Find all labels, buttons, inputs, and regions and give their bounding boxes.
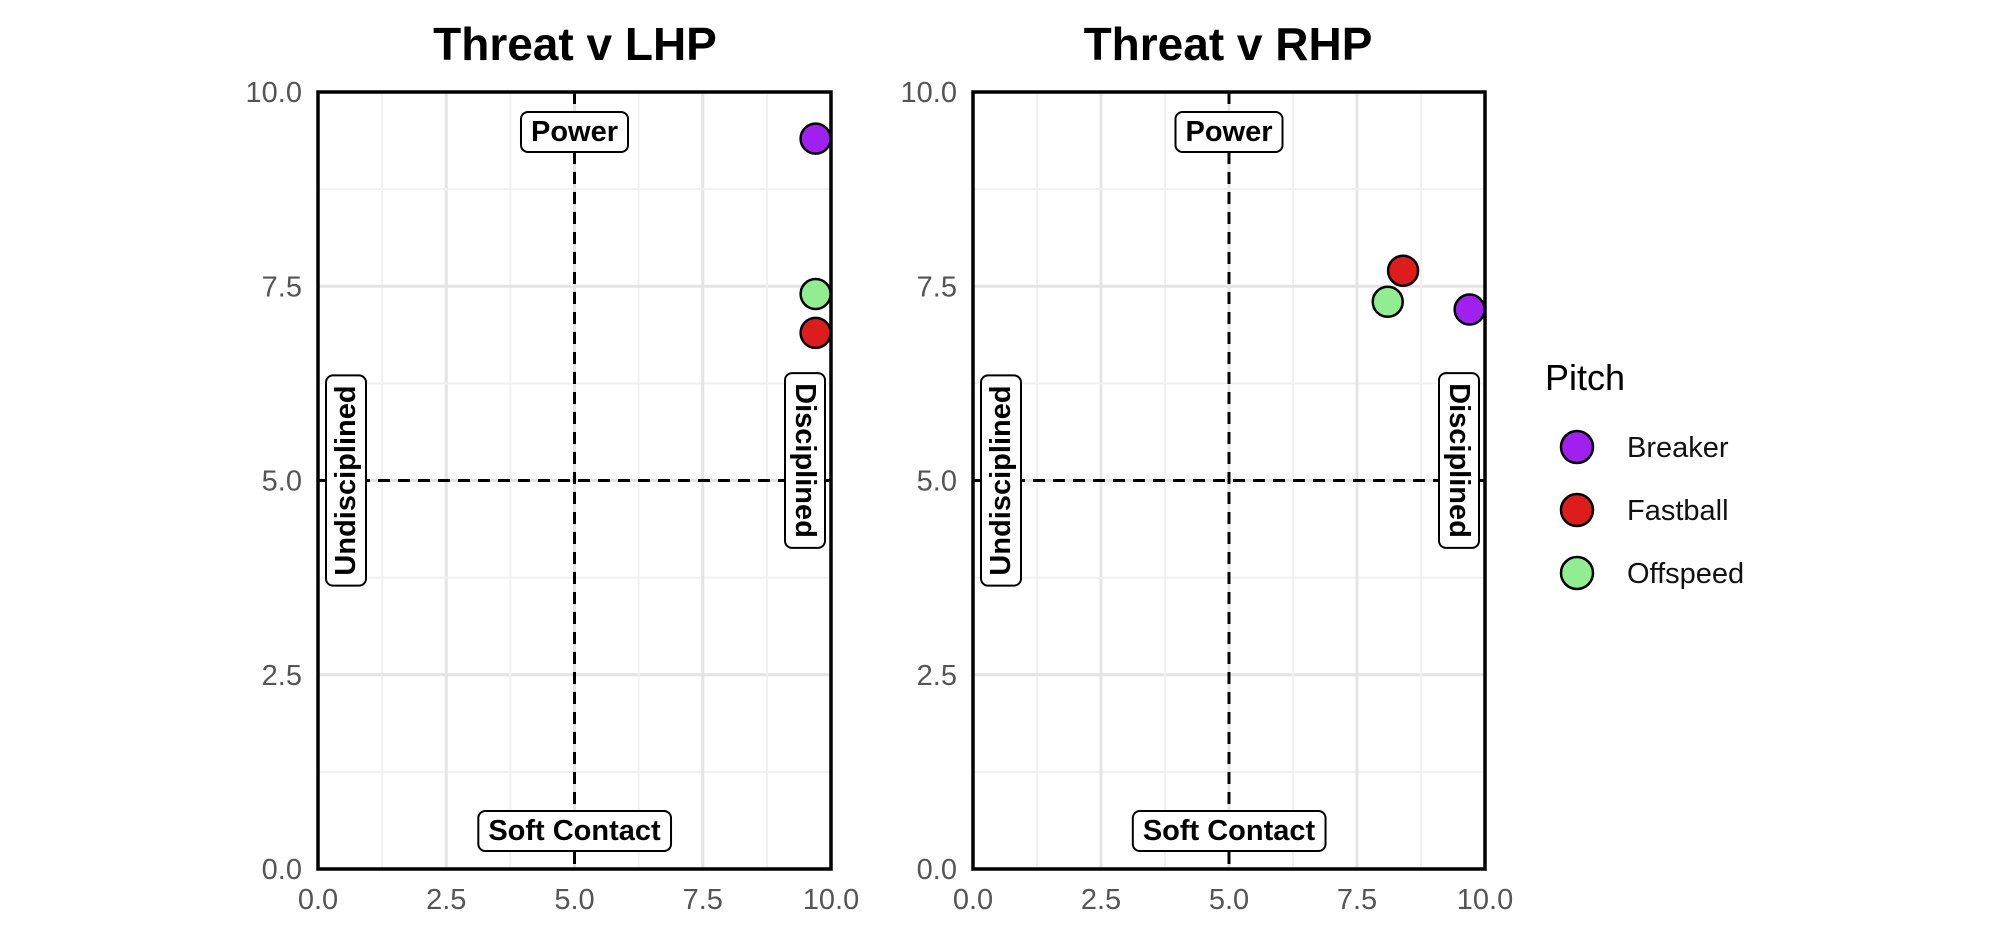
x-tick-label: 5.0 (554, 884, 594, 916)
quadrant-label-top-box (1174, 111, 1284, 153)
quadrant-label-left-text: Undisciplined (330, 385, 362, 575)
quadrant-label-left: Undisciplined (980, 374, 1022, 587)
y-tick-label: 7.5 (262, 271, 302, 303)
quadrant-label-left-box (325, 374, 367, 587)
quadrant-label-right: Disciplined (784, 372, 826, 549)
point-breaker (799, 122, 832, 155)
panel-border (971, 90, 1487, 871)
x-tick-label: 7.5 (1337, 884, 1377, 916)
quadrant-label-top: Power (1174, 111, 1284, 153)
legend-key-breaker (1559, 429, 1595, 465)
quadrant-label-bottom-text: Soft Contact (1143, 815, 1316, 847)
legend-label-offspeed: Offspeed (1627, 558, 1744, 590)
x-tick-label: 0.0 (298, 884, 338, 916)
quadrant-label-right-box (1438, 372, 1480, 549)
quadrant-label-bottom-box (477, 810, 673, 852)
x-tick-label: 5.0 (1209, 884, 1249, 916)
legend-label-fastball: Fastball (1627, 495, 1729, 527)
point-offspeed (1371, 285, 1404, 319)
panels: Threat v LHP 0.0 2.5 5.0 7.5 10.0 0.0 2.5 5.0 7.5… (246, 18, 1514, 916)
point-fastball (799, 316, 832, 350)
y-tick-label: 2.5 (917, 660, 957, 692)
quadrant-label-right-text: Disciplined (1443, 383, 1475, 538)
y-tick-label: 10.0 (246, 77, 302, 109)
y-tick-label: 5.0 (917, 466, 957, 498)
quadrant-label-right-box (784, 372, 826, 549)
quadrant-label-right: Disciplined (1438, 372, 1480, 549)
legend-items: Breaker Fastball Offspeed (1559, 429, 1744, 591)
panel-2: Threat v RHP 0.0 2.5 5.0 7.5 10.0 0.0 2.5 5.0 7.5… (901, 18, 1514, 916)
legend-key-fastball (1559, 492, 1595, 528)
y-tick-label: 10.0 (901, 77, 957, 109)
point-fastball (1386, 254, 1420, 287)
legend-label-breaker: Breaker (1627, 432, 1729, 464)
legend-key-offspeed (1559, 555, 1595, 591)
quadrant-label-left: Undisciplined (325, 374, 367, 587)
panel-1: Threat v LHP 0.0 2.5 5.0 7.5 10.0 0.0 2.5 5.0 7.5… (246, 18, 860, 916)
y-tick-label: 0.0 (262, 854, 302, 886)
x-tick-label: 2.5 (1081, 884, 1121, 916)
chart-title: Threat v LHP (433, 18, 717, 70)
legend: Pitch Breaker Fastball Offspeed (1545, 357, 1744, 591)
panel-border (316, 90, 833, 871)
quadrant-label-left-box (980, 374, 1022, 587)
quadrant-label-bottom: Soft Contact (477, 810, 673, 852)
x-tick-label: 2.5 (426, 884, 466, 916)
quadrant-label-right-text: Disciplined (789, 383, 821, 538)
x-tick-label: 10.0 (803, 884, 859, 916)
point-offspeed (799, 277, 832, 311)
y-tick-label: 2.5 (262, 660, 302, 692)
quadrant-label-left-text: Undisciplined (985, 385, 1017, 575)
quadrant-label-bottom-box (1131, 810, 1327, 852)
quadrant-label-bottom-text: Soft Contact (488, 815, 661, 847)
y-tick-label: 7.5 (917, 271, 957, 303)
legend-title: Pitch (1545, 357, 1625, 398)
quadrant-label-bottom: Soft Contact (1131, 810, 1327, 852)
quadrant-label-top-text: Power (1185, 116, 1272, 148)
x-tick-label: 7.5 (683, 884, 723, 916)
x-tick-label: 0.0 (953, 884, 993, 916)
y-tick-label: 0.0 (917, 854, 957, 886)
y-tick-label: 5.0 (262, 466, 302, 498)
point-breaker (1453, 293, 1486, 326)
x-tick-label: 10.0 (1457, 884, 1513, 916)
quadrant-label-top-text: Power (531, 116, 618, 148)
chart-title: Threat v RHP (1084, 18, 1373, 70)
quadrant-label-top: Power (519, 111, 630, 153)
quadrant-label-top-box (519, 111, 630, 153)
